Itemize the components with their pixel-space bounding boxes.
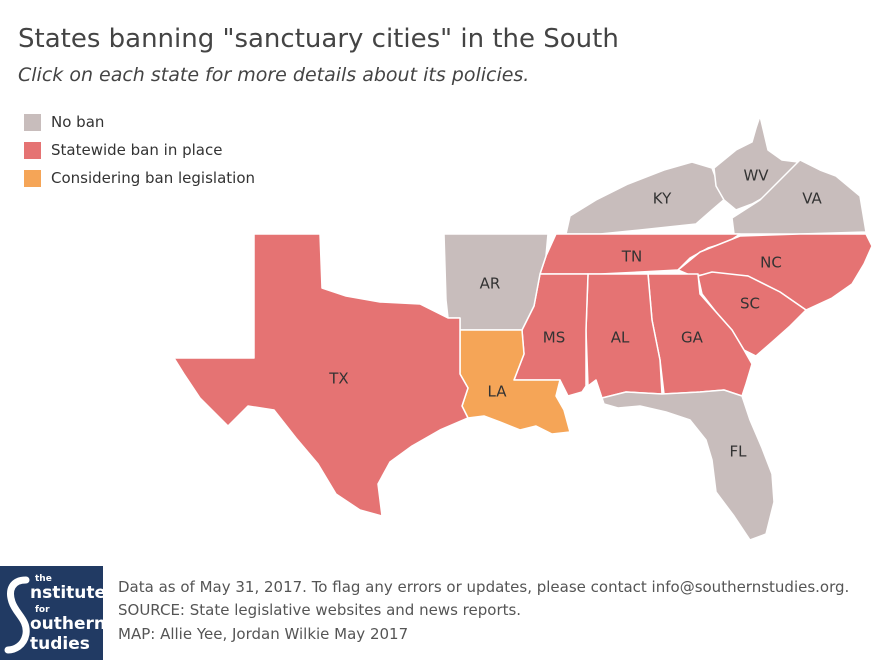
legend-label: Statewide ban in place — [51, 141, 223, 159]
source-note: SOURCE: State legislative websites and n… — [118, 601, 522, 619]
state-fl[interactable] — [601, 389, 775, 541]
footer: the nstitute for outhern tudies Data as … — [0, 566, 895, 664]
institute-logo[interactable]: the nstitute for outhern tudies — [0, 566, 107, 660]
state-tx[interactable] — [173, 233, 469, 517]
legend-item-considering-ban[interactable]: Considering ban legislation — [24, 164, 255, 192]
southern-states-map: KY WV VA TN NC SC GA AL MS AR LA TX FL — [173, 115, 873, 541]
logo-text-outhern: outhern — [30, 614, 107, 634]
credit-note: MAP: Allie Yee, Jordan Wilkie May 2017 — [118, 625, 409, 643]
logo-s-icon — [4, 576, 30, 654]
legend-swatch — [24, 169, 41, 187]
logo-text-the: the — [35, 574, 52, 584]
legend: No ban Statewide ban in place Considerin… — [24, 108, 255, 192]
legend-label: No ban — [51, 113, 105, 131]
logo-text-tudies: tudies — [30, 634, 90, 654]
legend-swatch — [24, 141, 41, 159]
map-subtitle: Click on each state for more details abo… — [18, 64, 530, 86]
data-note: Data as of May 31, 2017. To flag any err… — [118, 578, 850, 596]
legend-label: Considering ban legislation — [51, 169, 256, 187]
map-title: States banning "sanctuary cities" in the… — [18, 24, 619, 54]
logo-text-nstitute: nstitute — [30, 583, 107, 603]
legend-item-statewide-ban[interactable]: Statewide ban in place — [24, 136, 255, 164]
state-ky[interactable] — [565, 161, 727, 235]
legend-item-no-ban[interactable]: No ban — [24, 108, 255, 136]
logo-text-for: for — [35, 605, 50, 615]
legend-swatch — [24, 113, 41, 131]
